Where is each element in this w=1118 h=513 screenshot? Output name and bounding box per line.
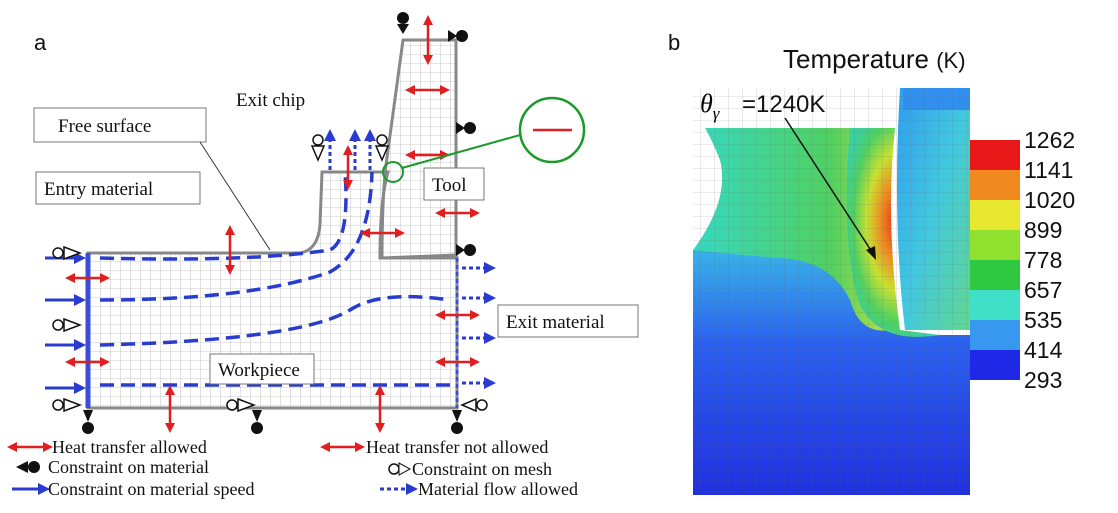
colorbar-band: [970, 170, 1020, 200]
contour-mesh: [693, 88, 970, 495]
colorbar-tick-label: 1020: [1024, 187, 1075, 213]
annotation-text: =1240K: [742, 91, 825, 118]
figure: a: [0, 0, 1118, 513]
legend-label: Constraint on material speed: [48, 479, 254, 499]
legend-label: Constraint on mesh: [412, 459, 552, 479]
callout: Workpiece: [218, 360, 300, 381]
callout: Free surface: [58, 116, 151, 137]
panel-b: b Temperature (K) θγ =1240K 126211411020…: [668, 30, 1075, 495]
callout-leader: [200, 142, 270, 250]
colorbar-band: [970, 350, 1020, 380]
panel-label: b: [668, 30, 680, 55]
legend-label: Heat transfer not allowed: [366, 437, 548, 457]
colorbar-band: [970, 200, 1020, 230]
colorbar-tick-label: 657: [1024, 277, 1062, 303]
legend-label: Constraint on material: [48, 457, 209, 477]
callout: Exit material: [506, 312, 605, 333]
legend-label: Heat transfer allowed: [52, 437, 207, 457]
legend: Heat transfer allowed Heat transfer not …: [12, 437, 578, 499]
colorbar-tick-label: 414: [1024, 337, 1063, 363]
colorbar-band: [970, 260, 1020, 290]
colorbar-title: Temperature (K): [783, 44, 966, 74]
callout: Entry material: [44, 179, 153, 200]
callout: Exit chip: [236, 90, 305, 111]
colorbar-tick-label: 899: [1024, 217, 1062, 243]
panel-a: a: [12, 12, 638, 499]
legend-label: Material flow allowed: [418, 479, 578, 499]
panel-label: a: [34, 30, 47, 55]
colorbar: 1262 1141 1020 899 778 657 535 414 293: [970, 127, 1075, 393]
colorbar-tick-label: 293: [1024, 367, 1062, 393]
tool-mesh: [382, 40, 456, 258]
callout: Tool: [432, 175, 467, 196]
legend-symbol: [389, 464, 399, 474]
colorbar-tick-label: 1262: [1024, 127, 1075, 153]
colorbar-tick-label: 1141: [1024, 157, 1073, 183]
colorbar-band: [970, 290, 1020, 320]
colorbar-band: [970, 140, 1020, 170]
colorbar-band: [970, 320, 1020, 350]
colorbar-tick-label: 778: [1024, 247, 1062, 273]
legend-symbol: [16, 461, 28, 473]
colorbar-tick-label: 535: [1024, 307, 1062, 333]
colorbar-band: [970, 230, 1020, 260]
